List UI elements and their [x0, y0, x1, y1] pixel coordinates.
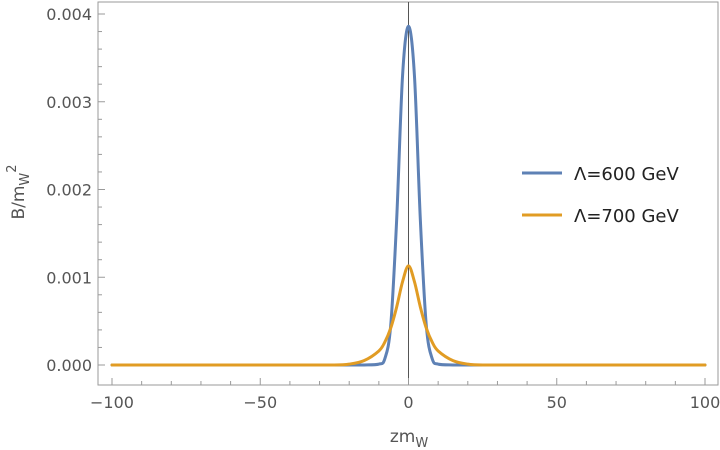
y-axis-label-sub: W: [18, 173, 33, 186]
x-tick-label: 0: [403, 393, 413, 412]
y-axis-label-sup: 2: [5, 164, 20, 172]
series-line-1: [110, 24, 707, 367]
legend: Λ=600 GeV Λ=700 GeV: [522, 164, 679, 227]
y-tick-label: 0.000: [46, 356, 92, 375]
legend-label: Λ=700 GeV: [574, 206, 679, 227]
x-axis-label-base: zm: [390, 427, 415, 447]
y-tick-label: 0.002: [46, 181, 92, 200]
x-tick-label: −100: [90, 393, 134, 412]
x-tick-label: 100: [690, 393, 720, 412]
y-tick-label: 0.001: [46, 268, 92, 287]
x-tick-label: 50: [547, 393, 567, 412]
y-axis-label: B/mW2: [5, 164, 33, 219]
x-tick-label: −50: [243, 393, 277, 412]
y-axis-label-base: B/m: [9, 186, 29, 220]
legend-label: Λ=600 GeV: [574, 164, 679, 185]
y-tick-label: 0.004: [46, 5, 92, 24]
y-tick-label: 0.003: [46, 93, 92, 112]
x-axis-label-sub: W: [415, 436, 428, 450]
series-line-2: [110, 264, 707, 367]
series-lines: [110, 24, 707, 367]
axis-ticks: −100 −50 0 50 100 0.000 0.001 0.002 0.003 0.004: [46, 5, 720, 412]
x-axis-label: zmW: [390, 427, 428, 450]
